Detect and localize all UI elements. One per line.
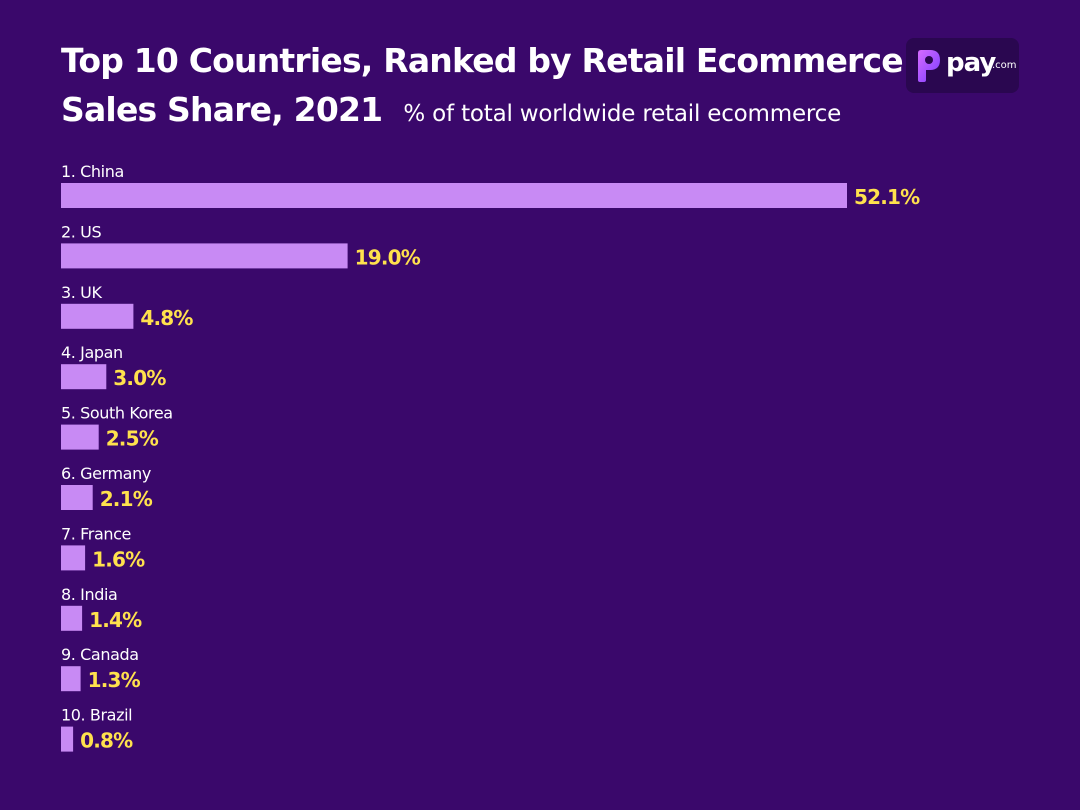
value-label: 2.5% <box>106 427 159 451</box>
category-label: 1. China <box>61 162 124 181</box>
bar <box>61 364 107 390</box>
category-label: 2. US <box>61 222 101 241</box>
chart-title-year: Sales Share, 2021 <box>61 90 383 129</box>
bar <box>61 545 86 571</box>
value-label: 52.1% <box>854 185 920 209</box>
logo-brand-text: pay <box>946 48 996 78</box>
value-label: 4.8% <box>140 306 193 330</box>
bar <box>61 726 74 752</box>
value-label: 1.4% <box>89 608 142 632</box>
category-label: 3. UK <box>61 283 102 302</box>
value-label: 1.6% <box>92 547 145 571</box>
value-label: 19.0% <box>355 245 421 269</box>
chart-subtitle: % of total worldwide retail ecommerce <box>403 101 842 127</box>
bar <box>61 183 847 208</box>
logo-tld-text: .com <box>992 60 1017 71</box>
category-label: 8. India <box>61 585 117 604</box>
value-label: 2.1% <box>100 487 153 511</box>
chart-title-line2: Sales Share, 2021 % of total worldwide r… <box>61 90 841 129</box>
bar <box>61 605 83 631</box>
pay-com-logo: pay .com <box>906 38 1019 93</box>
bar <box>61 666 81 692</box>
pay-logo-icon <box>918 50 940 82</box>
value-label: 1.3% <box>88 668 141 692</box>
category-label: 6. Germany <box>61 464 151 483</box>
category-label: 4. Japan <box>61 343 123 362</box>
bar <box>61 303 134 329</box>
value-label: 0.8% <box>80 729 133 753</box>
bar <box>61 243 348 269</box>
value-label: 3.0% <box>113 366 166 390</box>
category-label: 10. Brazil <box>61 706 132 725</box>
category-label: 9. Canada <box>61 645 139 664</box>
bar <box>61 485 93 510</box>
bar <box>61 424 99 450</box>
chart-title: Top 10 Countries, Ranked by Retail Ecomm… <box>61 41 904 80</box>
category-label: 7. France <box>61 524 131 543</box>
category-label: 5. South Korea <box>61 404 173 423</box>
